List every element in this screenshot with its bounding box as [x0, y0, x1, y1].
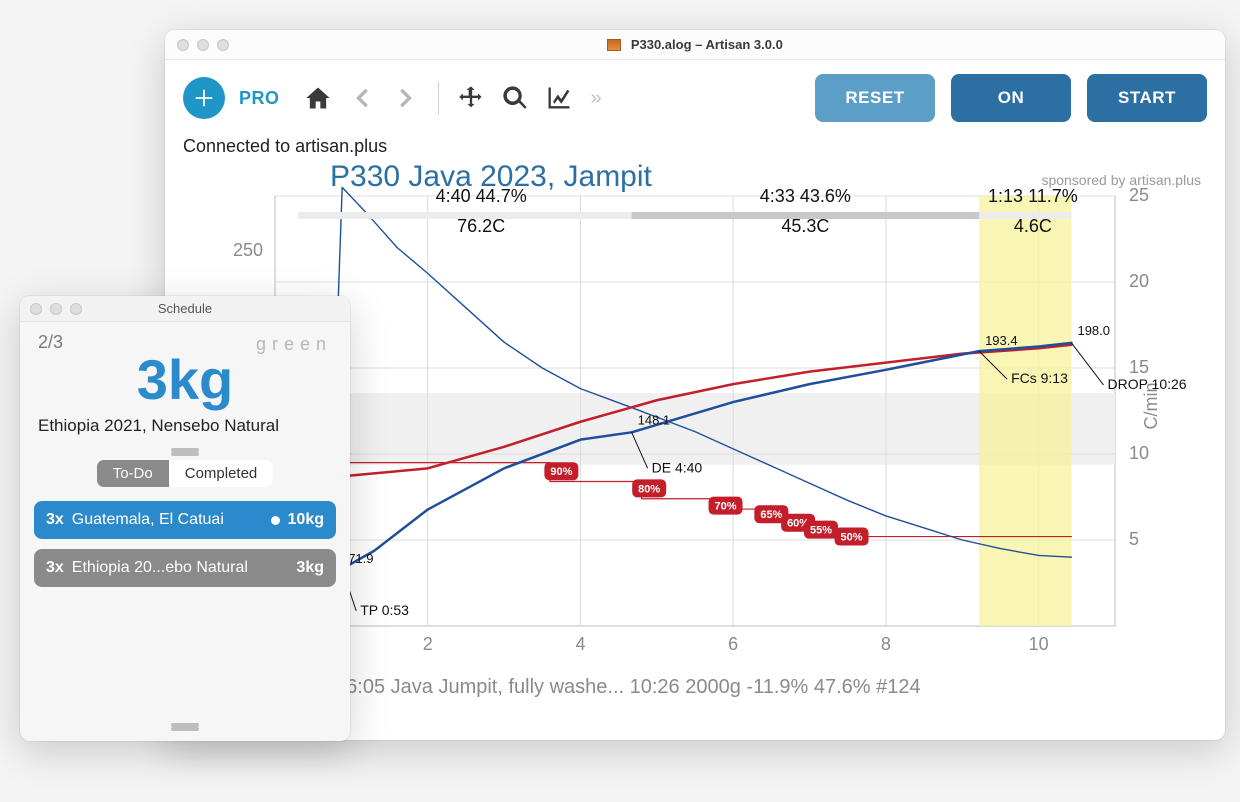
window-controls[interactable] [30, 303, 82, 315]
schedule-list: 3x Guatemala, El Catuai 10kg 3x Ethiopia… [20, 501, 350, 587]
on-button[interactable]: ON [951, 74, 1071, 122]
svg-text:80%: 80% [638, 483, 660, 495]
svg-text:10: 10 [1029, 634, 1049, 654]
add-button[interactable] [183, 77, 225, 119]
svg-text:DE 4:40: DE 4:40 [652, 459, 703, 475]
minimize-dot[interactable] [50, 303, 62, 315]
svg-text:70%: 70% [715, 501, 737, 513]
close-dot[interactable] [30, 303, 42, 315]
svg-text:193.4: 193.4 [985, 333, 1018, 348]
svg-text:TP 0:53: TP 0:53 [360, 602, 409, 618]
svg-text:2: 2 [423, 634, 433, 654]
svg-text:4.6C: 4.6C [1014, 216, 1052, 236]
item-weight: 3kg [296, 559, 324, 577]
reset-button[interactable]: RESET [815, 74, 935, 122]
status-dot-icon [271, 516, 280, 525]
svg-text:4:33 43.6%: 4:33 43.6% [760, 186, 851, 206]
schedule-origin: Ethiopia 2021, Nensebo Natural [38, 416, 332, 436]
drag-handle-bottom[interactable] [171, 723, 199, 727]
toolbar: PRO » RESET ON START [165, 60, 1225, 136]
svg-text:1:13 11.7%: 1:13 11.7% [988, 186, 1078, 206]
tab-completed[interactable]: Completed [169, 460, 274, 487]
svg-text:148.1: 148.1 [638, 412, 671, 427]
svg-text:10: 10 [1129, 443, 1149, 463]
svg-text:4: 4 [575, 634, 585, 654]
zoom-icon[interactable] [495, 78, 535, 118]
item-count: 3x [46, 559, 64, 577]
close-dot[interactable] [177, 39, 189, 51]
svg-text:250: 250 [233, 240, 263, 260]
item-count: 3x [46, 511, 64, 529]
schedule-weight: 3kg [38, 347, 332, 412]
start-button[interactable]: START [1087, 74, 1207, 122]
svg-text:6: 6 [728, 634, 738, 654]
item-name: Ethiopia 20...ebo Natural [72, 559, 289, 577]
svg-text:20: 20 [1129, 271, 1149, 291]
zoom-dot[interactable] [70, 303, 82, 315]
svg-text:90%: 90% [550, 466, 572, 478]
schedule-tabs: To-Do Completed [97, 460, 274, 487]
forward-icon[interactable] [386, 78, 426, 118]
item-weight: 10kg [288, 511, 324, 529]
window-controls[interactable] [177, 39, 229, 51]
move-icon[interactable] [451, 78, 491, 118]
schedule-titlebar[interactable]: Schedule [20, 296, 350, 322]
svg-text:4:40 44.7%: 4:40 44.7% [436, 186, 527, 206]
minimize-dot[interactable] [197, 39, 209, 51]
pro-label[interactable]: PRO [239, 88, 280, 109]
svg-text:45.3C: 45.3C [781, 216, 829, 236]
chart-icon[interactable] [539, 78, 579, 118]
svg-text:71.9: 71.9 [348, 551, 373, 566]
svg-text:76.2C: 76.2C [457, 216, 505, 236]
svg-text:DROP 10:26: DROP 10:26 [1107, 376, 1186, 392]
svg-text:25: 25 [1129, 185, 1149, 205]
file-icon [607, 39, 621, 51]
svg-text:65%: 65% [760, 509, 782, 521]
zoom-dot[interactable] [217, 39, 229, 51]
back-icon[interactable] [342, 78, 382, 118]
svg-text:50%: 50% [841, 531, 863, 543]
separator [438, 82, 439, 114]
tab-todo[interactable]: To-Do [97, 460, 169, 487]
svg-text:8: 8 [881, 634, 891, 654]
schedule-header: 2/3 green 3kg [20, 322, 350, 412]
svg-text:5: 5 [1129, 529, 1139, 549]
schedule-tag: green [256, 334, 332, 355]
schedule-window: Schedule 2/3 green 3kg Ethiopia 2021, Ne… [20, 296, 350, 741]
titlebar[interactable]: P330.alog – Artisan 3.0.0 [165, 30, 1225, 60]
list-item[interactable]: 3x Ethiopia 20...ebo Natural 3kg [34, 549, 336, 587]
svg-text:55%: 55% [810, 525, 832, 537]
svg-text:198.0: 198.0 [1077, 323, 1110, 338]
window-title: P330.alog – Artisan 3.0.0 [165, 37, 1225, 52]
svg-text:15: 15 [1129, 357, 1149, 377]
drag-handle[interactable] [171, 448, 199, 452]
home-icon[interactable] [298, 78, 338, 118]
list-item[interactable]: 3x Guatemala, El Catuai 10kg [34, 501, 336, 539]
item-name: Guatemala, El Catuai [72, 511, 263, 529]
more-icon[interactable]: » [591, 87, 602, 110]
svg-text:FCs 9:13: FCs 9:13 [1011, 370, 1068, 386]
